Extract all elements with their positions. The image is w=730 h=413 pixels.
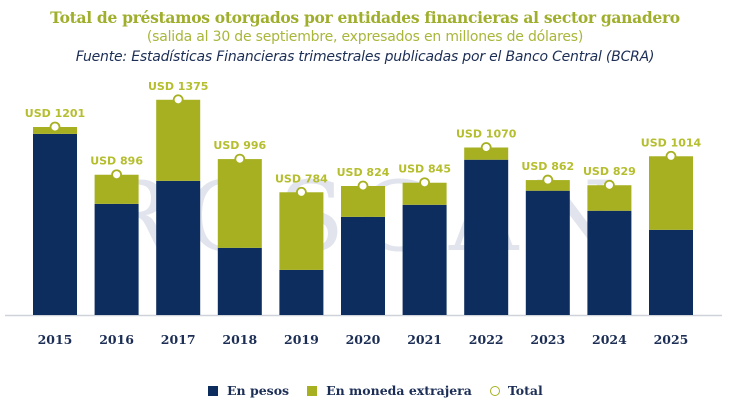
total-marker-2018	[234, 153, 246, 165]
bar-group-2024	[587, 179, 632, 315]
bar-pesos-2018	[217, 247, 262, 315]
legend-marker-total	[489, 385, 500, 396]
bar-pesos-2017	[156, 180, 201, 315]
legend-swatch-pesos	[208, 385, 218, 396]
bar-group-2020	[341, 180, 385, 315]
bar-pesos-2016	[94, 203, 139, 315]
legend: En pesos En moneda extrajera Total	[208, 383, 561, 398]
total-label-2019: USD 784	[275, 172, 328, 185]
bar-extranjera-2022	[464, 147, 509, 160]
bar-extranjera-2021	[402, 182, 447, 205]
x-tick-label-2015: 2015	[38, 332, 73, 347]
bar-pesos-2015	[33, 133, 77, 315]
bar-group-2018	[217, 153, 262, 315]
bar-pesos-2021	[402, 204, 447, 315]
bar-group-2025	[649, 150, 693, 315]
bar-group-2021	[402, 177, 447, 315]
total-label-2020: USD 824	[337, 166, 390, 179]
bar-group-2017	[156, 94, 201, 315]
bar-pesos-2019	[279, 269, 324, 315]
bar-extranjera-2019	[279, 192, 324, 270]
x-tick-label-2020: 2020	[346, 332, 381, 347]
bar-group-2022	[464, 142, 509, 315]
x-tick-label-2024: 2024	[592, 332, 627, 347]
total-marker-2016	[111, 169, 122, 181]
legend-label-total: Total	[507, 383, 543, 398]
total-marker-2022	[480, 142, 492, 153]
bar-extranjera-2018	[217, 159, 262, 248]
chart-title: Total de préstamos otorgados por entidad…	[50, 8, 680, 27]
x-tick-label-2025: 2025	[654, 332, 689, 347]
total-label-2023: USD 862	[521, 160, 574, 173]
bar-pesos-2025	[649, 229, 693, 315]
x-tick-label-2018: 2018	[222, 332, 257, 347]
bar-extranjera-2017	[156, 99, 201, 181]
total-marker-2025	[665, 150, 677, 162]
total-marker-2020	[357, 180, 369, 192]
x-tick-label-2017: 2017	[161, 332, 196, 347]
total-label-2024: USD 829	[583, 165, 636, 178]
x-tick-label-2016: 2016	[99, 332, 134, 347]
bar-group-2019	[279, 186, 324, 315]
total-label-2015: USD 1201	[25, 107, 85, 120]
x-tick-label-2022: 2022	[469, 332, 504, 347]
total-marker-2017	[172, 94, 184, 106]
total-marker-2015	[49, 121, 61, 133]
bar-pesos-2022	[464, 159, 509, 315]
total-marker-2021	[419, 177, 431, 189]
total-label-2025: USD 1014	[641, 136, 702, 149]
total-label-2022: USD 1070	[456, 128, 517, 141]
bar-group-2016	[94, 169, 139, 315]
legend-item-pesos: En pesos	[208, 383, 289, 398]
total-marker-2019	[295, 186, 307, 198]
legend-item-total: Total	[489, 383, 543, 398]
total-label-2016: USD 896	[90, 155, 143, 168]
bar-pesos-2024	[587, 210, 632, 315]
total-label-2017: USD 1375	[148, 80, 208, 93]
bar-group-2015	[33, 121, 77, 315]
legend-swatch-extranjera	[307, 385, 318, 396]
chart-source: Fuente: Estadísticas Financieras trimest…	[75, 49, 655, 65]
bar-pesos-2023	[525, 190, 570, 315]
bar-extranjera-2025	[649, 156, 693, 230]
chart-subtitle: (salida al 30 de septiembre, expresados …	[146, 29, 584, 45]
legend-label-extranjera: En moneda extrajera	[326, 383, 472, 398]
bar-pesos-2020	[341, 216, 385, 315]
bar-group-2023	[525, 174, 570, 315]
x-tick-label-2023: 2023	[530, 332, 565, 347]
total-label-2018: USD 996	[213, 139, 266, 152]
total-label-2021: USD 845	[398, 163, 451, 176]
legend-label-pesos: En pesos	[227, 383, 290, 398]
x-tick-label-2019: 2019	[284, 332, 319, 347]
total-marker-2023	[542, 174, 554, 186]
total-marker-2024	[604, 179, 615, 191]
x-tick-label-2021: 2021	[407, 332, 442, 347]
legend-item-extranjera: En moneda extrajera	[307, 383, 472, 398]
